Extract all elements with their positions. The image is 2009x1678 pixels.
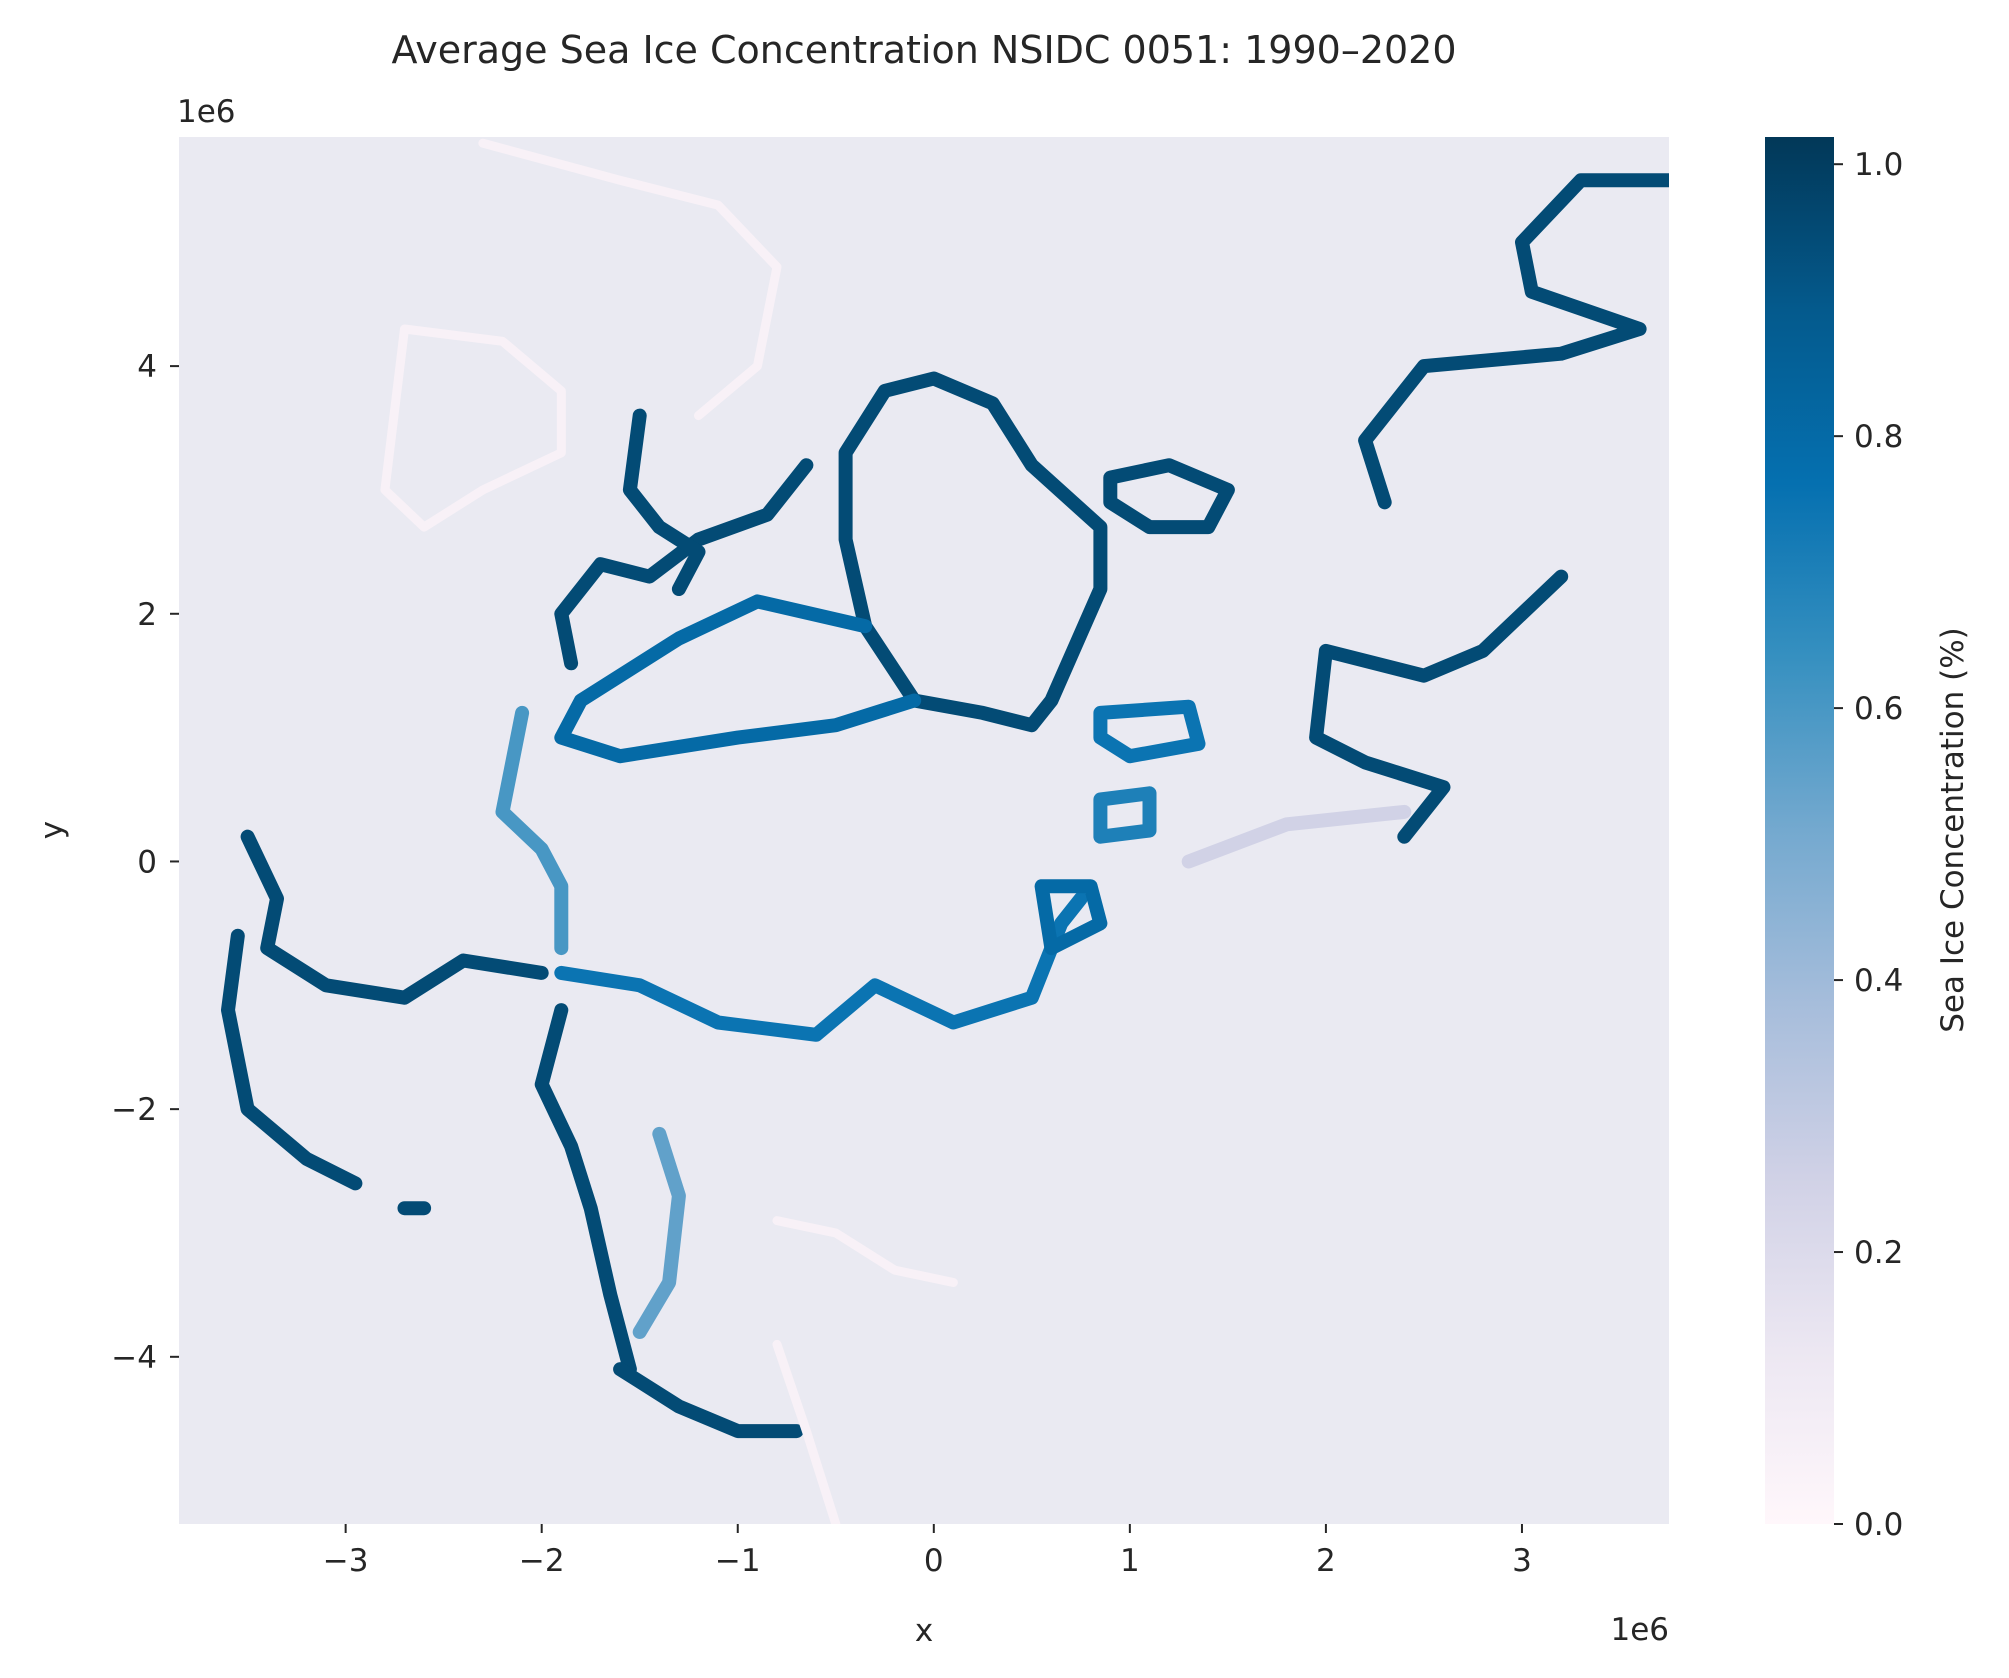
colorbar-tick-label: 0.0 bbox=[1854, 1507, 1903, 1543]
colorbar-label: Sea Ice Concentration (%) bbox=[1935, 627, 1971, 1033]
coastline-asian-interior bbox=[772, 1339, 841, 1524]
x-axis-label: x bbox=[915, 1613, 933, 1649]
coastline-taymyr-margin bbox=[1181, 804, 1412, 869]
coastline-franz-josef-land bbox=[1093, 699, 1206, 764]
y-tick-label: 0 bbox=[137, 844, 157, 880]
colorbar-tick-group: 0.0 0.2 0.4 0.6 0.8 1.0 bbox=[1834, 147, 1903, 1543]
colorbar-tick-label: 0.2 bbox=[1854, 1235, 1903, 1271]
coastline-hudson-bay-west bbox=[495, 705, 569, 956]
coastline-canadian-arctic-islands bbox=[554, 458, 814, 671]
coastline-greenland-south-margin bbox=[554, 594, 922, 764]
coastline-okhotsk-coast bbox=[613, 1362, 804, 1439]
colorbar-tick-label: 0.4 bbox=[1854, 963, 1903, 999]
coastline-layer bbox=[221, 138, 1669, 1524]
x-tick-label: 3 bbox=[1512, 1543, 1532, 1579]
coastline-kamchatka bbox=[632, 1126, 686, 1339]
coastline-chukotka bbox=[534, 1003, 637, 1377]
coastline-pacific-coast bbox=[772, 1216, 958, 1287]
y-axis-label: y bbox=[34, 821, 70, 839]
x-tick-label: 1 bbox=[1120, 1543, 1140, 1579]
colorbar bbox=[1765, 137, 1834, 1524]
chart-title: Average Sea Ice Concentration NSIDC 0051… bbox=[391, 28, 1456, 72]
y-tick-label: −2 bbox=[111, 1092, 157, 1128]
coastline-ellesmere-north bbox=[622, 408, 706, 596]
coastline-labrador-coast bbox=[380, 324, 566, 532]
y-tick-label: 4 bbox=[137, 349, 157, 385]
coastline-scandinavia bbox=[1358, 173, 1669, 510]
coastline-canada-mainland bbox=[478, 138, 782, 421]
colorbar-tick-label: 0.8 bbox=[1854, 419, 1903, 455]
coastline-alaska-north bbox=[240, 829, 549, 1005]
x-offset-label: 1e6 bbox=[1610, 1612, 1669, 1648]
x-tick-label: −3 bbox=[323, 1543, 369, 1579]
y-tick-group: −4 −2 0 2 4 bbox=[111, 349, 179, 1376]
x-tick-label: 0 bbox=[924, 1543, 944, 1579]
x-tick-label: −2 bbox=[519, 1543, 565, 1579]
coastline-alaska-west bbox=[221, 928, 363, 1191]
x-tick-label: −1 bbox=[715, 1543, 761, 1579]
coastline-new-siberian-islands bbox=[1034, 879, 1108, 956]
x-tick-group: −3 −2 −1 0 1 2 3 bbox=[323, 1524, 1532, 1579]
coastline-greenland bbox=[838, 371, 1108, 733]
y-tick-label: 2 bbox=[137, 597, 157, 633]
colorbar-tick-label: 1.0 bbox=[1854, 147, 1903, 183]
y-offset-label: 1e6 bbox=[177, 94, 236, 130]
coastline-russian-north-coast bbox=[1309, 569, 1569, 844]
coastline-svalbard bbox=[1103, 458, 1235, 535]
colorbar-tick-label: 0.6 bbox=[1854, 691, 1903, 727]
x-tick-label: 2 bbox=[1316, 1543, 1336, 1579]
coastline-severnaya-zemlya bbox=[1093, 786, 1157, 844]
y-tick-label: −4 bbox=[111, 1340, 157, 1376]
